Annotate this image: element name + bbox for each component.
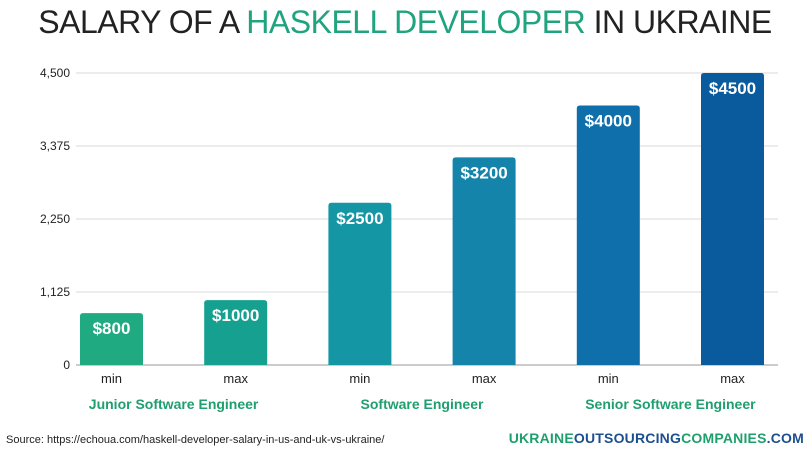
bar <box>328 202 392 365</box>
group-label: Senior Software Engineer <box>585 396 756 412</box>
y-tick-label: 3,375 <box>40 139 70 153</box>
bar <box>701 73 764 365</box>
brand-part-3: COMPANIES <box>681 430 767 446</box>
title-part-3: IN UKRAINE <box>585 4 773 40</box>
brand-part-4: .COM <box>766 430 804 446</box>
y-tick-label: 4,500 <box>40 66 70 80</box>
x-tick-label: max <box>472 371 497 386</box>
data-label: $4000 <box>585 111 632 130</box>
title-highlight: HASKELL DEVELOPER <box>246 4 586 40</box>
bar <box>204 300 268 365</box>
bar <box>576 105 640 365</box>
bar <box>80 313 143 365</box>
title-part-1: SALARY OF A <box>38 4 247 40</box>
data-label: $1000 <box>212 306 259 325</box>
x-tick-label: min <box>598 371 619 386</box>
data-label: $3200 <box>460 163 507 182</box>
group-label: Software Engineer <box>361 396 484 412</box>
data-label: $4500 <box>709 79 756 98</box>
x-tick-label: max <box>720 371 745 386</box>
y-tick-label: 0 <box>63 358 70 372</box>
chart-title: SALARY OF A HASKELL DEVELOPER IN UKRAINE <box>0 4 810 41</box>
x-tick-label: max <box>223 371 248 386</box>
group-label: Junior Software Engineer <box>89 396 259 412</box>
source-note: Source: https://echoua.com/haskell-devel… <box>6 434 385 446</box>
y-tick-label: 2,250 <box>40 212 70 226</box>
x-tick-label: min <box>101 371 122 386</box>
brand-logo[interactable]: UKRAINEOUTSOURCINGCOMPANIES.COM <box>509 430 804 446</box>
x-tick-label: min <box>349 371 370 386</box>
brand-part-1: UKRAINE <box>508 430 574 446</box>
brand-part-2: OUTSOURCING <box>573 430 682 446</box>
bar <box>452 157 516 365</box>
y-tick-label: 1,125 <box>40 285 70 299</box>
data-label: $2500 <box>336 209 383 228</box>
data-label: $800 <box>93 319 131 338</box>
